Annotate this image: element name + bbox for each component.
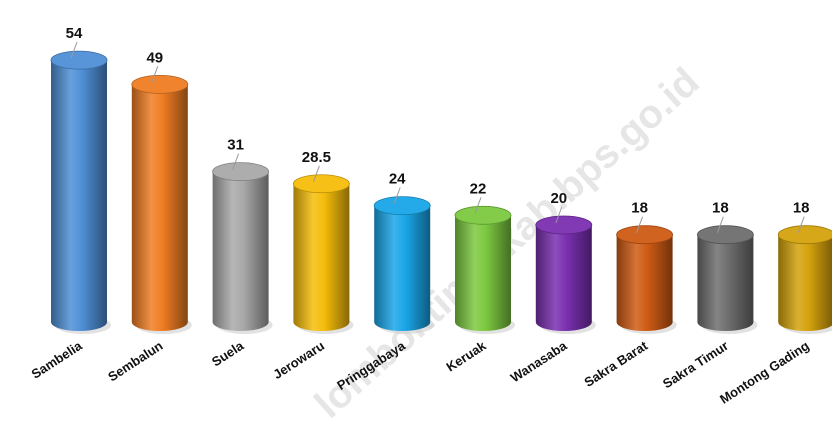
value-leader-line [151, 66, 159, 83]
value-label: 18 [631, 200, 648, 217]
value-leader-line [555, 206, 563, 224]
bar-body [535, 225, 592, 331]
bar-body [616, 234, 673, 331]
value-leader-line [232, 153, 240, 170]
value-label: 20 [550, 190, 567, 207]
bar-sambelia [50, 50, 111, 334]
value-label: 22 [470, 180, 487, 197]
value-label: 24 [389, 171, 406, 188]
bar-body [293, 183, 350, 331]
value-label: 18 [712, 200, 729, 217]
category-label: Sakra Timur [660, 338, 731, 391]
bar-top [131, 74, 189, 94]
bar-body [374, 205, 431, 331]
bar-pringgabaya [373, 196, 435, 334]
bar-body [131, 84, 188, 331]
value-label: 31 [227, 137, 244, 154]
bar-body [697, 234, 754, 331]
value-leader-line [393, 187, 401, 204]
bar-top [50, 50, 108, 70]
value-leader-line [636, 216, 644, 233]
bar-sembalun [131, 74, 192, 334]
value-label: 54 [66, 25, 83, 42]
value-leader-line [716, 216, 724, 233]
bar-body [455, 215, 511, 331]
category-label: Montong Gading [717, 338, 812, 407]
value-leader-line [312, 165, 320, 182]
bars-group [50, 50, 832, 334]
bar-body [778, 234, 832, 331]
value-label: 28.5 [302, 149, 331, 166]
bar-top [535, 215, 593, 235]
bar-sakra-barat [616, 225, 677, 334]
bar-sakra-timur [697, 225, 758, 334]
category-label: Keruak [443, 338, 489, 375]
bar-wanasaba [535, 215, 596, 334]
value-label: 18 [793, 200, 810, 217]
value-leader-line [474, 197, 482, 214]
bar-top [292, 174, 350, 194]
bar-jerowaru [292, 174, 354, 334]
bar-top [777, 225, 832, 245]
bar-top [373, 196, 431, 216]
category-label: Jerowaru [270, 338, 327, 382]
bar-top [616, 225, 673, 245]
value-leader-line [70, 41, 78, 59]
bar-top [697, 225, 754, 245]
value-labels-group: 54 49 31 28.5 24 22 20 18 18 18 [66, 25, 810, 233]
bar-top [454, 205, 512, 225]
category-label: Sakra Barat [581, 338, 650, 390]
category-label: Sembalun [105, 338, 165, 384]
category-label: Sambelia [29, 338, 86, 382]
bar-keruak [454, 205, 515, 334]
category-label: Wanasaba [508, 338, 570, 386]
value-leader-line [797, 216, 805, 233]
bar-body [212, 171, 269, 331]
bar-suela [212, 162, 273, 334]
bar-montong-gading [777, 225, 832, 334]
bar-body [51, 60, 107, 331]
category-label: Suela [209, 338, 247, 370]
value-label: 49 [146, 49, 163, 66]
bar-top [212, 162, 270, 182]
